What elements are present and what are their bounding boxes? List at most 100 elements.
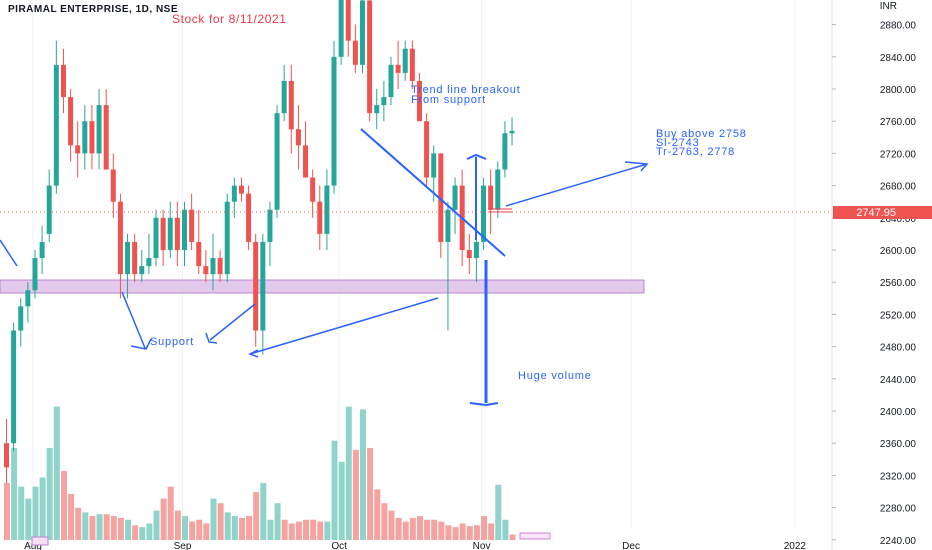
drawings[interactable] [0, 128, 649, 407]
volume-bar [53, 406, 60, 540]
annotation-buy-2[interactable]: Sl-2743 [656, 137, 700, 149]
volume-bar [281, 519, 288, 540]
candle-body [238, 185, 244, 194]
volume-bar [466, 526, 473, 540]
volume-bar [509, 534, 516, 540]
candle-body [4, 443, 9, 468]
volume-bar [117, 517, 124, 540]
volume-bar [146, 523, 153, 540]
volume-bar [274, 503, 281, 540]
volume-bar [502, 519, 509, 540]
candle-body [374, 105, 380, 114]
candle-body [260, 241, 266, 331]
annotation-support[interactable]: Support [150, 336, 194, 348]
volume-bar [367, 448, 374, 540]
volume-bar [238, 517, 245, 540]
volume-bar [310, 519, 317, 540]
volume-bar [431, 519, 438, 540]
volume-bar [360, 409, 366, 540]
volume-bar [395, 517, 402, 540]
support-zone[interactable] [0, 279, 645, 294]
candle-body [310, 177, 316, 202]
candle-body [303, 145, 309, 178]
price-tick-label: 2760.00 [880, 117, 917, 128]
price-tick-label: 2560.00 [880, 278, 917, 289]
volume-bar [288, 523, 295, 540]
volume-bar [25, 498, 32, 540]
volume-arrow-down-head [469, 402, 499, 407]
volume-bar [345, 406, 352, 540]
candle-body [466, 250, 472, 259]
candle-body [495, 169, 501, 210]
vertical-gridlines [32, 0, 796, 530]
last-price-tag [833, 206, 932, 219]
volume-bar [68, 494, 75, 540]
candle-body [139, 266, 145, 275]
candle-body [345, 0, 351, 41]
price-tick-label: 2840.00 [880, 53, 917, 64]
volume-bar [253, 492, 260, 540]
chart-subtitle: Stock for 8/11/2021 [172, 12, 287, 26]
candle-body [381, 97, 387, 106]
volume-bar [495, 484, 502, 540]
annotation-trend-line-2[interactable]: From support [411, 94, 486, 106]
volume-bar [153, 510, 160, 540]
volume-bar [331, 440, 338, 540]
price-tick-label: 2520.00 [880, 310, 917, 321]
price-tick-label: 2800.00 [880, 85, 917, 96]
price-axis[interactable]: 2880.00 2840.00 2800.00 2760.00 2720.00 2680.… [832, 21, 916, 547]
annotation-huge-volume[interactable]: Huge volume [518, 370, 592, 382]
chart-title: PIRAMAL ENTERPRISE, 1D, NSE [8, 4, 178, 15]
volume-bar [103, 514, 110, 540]
candle-body [160, 217, 166, 250]
volume-bar [317, 521, 324, 540]
candle-body [25, 290, 31, 307]
volume-bar [267, 519, 274, 540]
volume-bar [473, 525, 480, 540]
candle-body [445, 209, 451, 242]
volume-bar [182, 516, 188, 540]
candle-body [367, 0, 373, 114]
volume-bar [445, 525, 452, 540]
volume-bar [488, 523, 495, 540]
candle-body [473, 241, 479, 259]
candle-body [60, 64, 66, 98]
candle-body [110, 169, 116, 202]
volume-bar [174, 510, 181, 540]
candle-body [18, 306, 24, 331]
time-axis[interactable]: AugSepOctNovDec2022 [24, 541, 806, 550]
time-label: Nov [473, 541, 491, 550]
volume-bar [217, 503, 224, 540]
candle-body [46, 185, 52, 234]
candle-body [196, 241, 202, 267]
annotation-buy-1[interactable]: Buy above 2758 [656, 128, 747, 140]
time-axis-marker-left [31, 536, 49, 546]
candle-body [395, 64, 401, 73]
price-tick-label: 2680.00 [880, 182, 917, 193]
volume-bar [246, 516, 253, 540]
volume-bar [438, 521, 445, 540]
candle-body [203, 266, 209, 275]
volume-bar [139, 527, 146, 540]
projection-arrow-head [624, 161, 649, 172]
time-label: Oct [331, 541, 347, 550]
volume-bar [132, 525, 139, 540]
annotation-trend-line-1[interactable]: Trend line breakout [411, 84, 521, 96]
candle-body [267, 209, 273, 242]
time-label: 2022 [784, 541, 807, 550]
candle-body [288, 80, 294, 130]
volume-bar [374, 489, 381, 540]
candle-body [174, 217, 180, 250]
trend-line-left [0, 239, 18, 267]
time-label: Sep [174, 541, 192, 550]
candle-body [167, 217, 173, 250]
candle-body [117, 201, 123, 275]
candle-body [246, 193, 252, 242]
candle-body [488, 185, 494, 210]
candle-body [96, 105, 102, 154]
annotation-buy-3[interactable]: Tr-2763, 2778 [656, 146, 735, 158]
price-tick-label: 2360.00 [880, 439, 917, 450]
support-arrow-right-head [205, 332, 218, 344]
candles [4, 0, 515, 484]
